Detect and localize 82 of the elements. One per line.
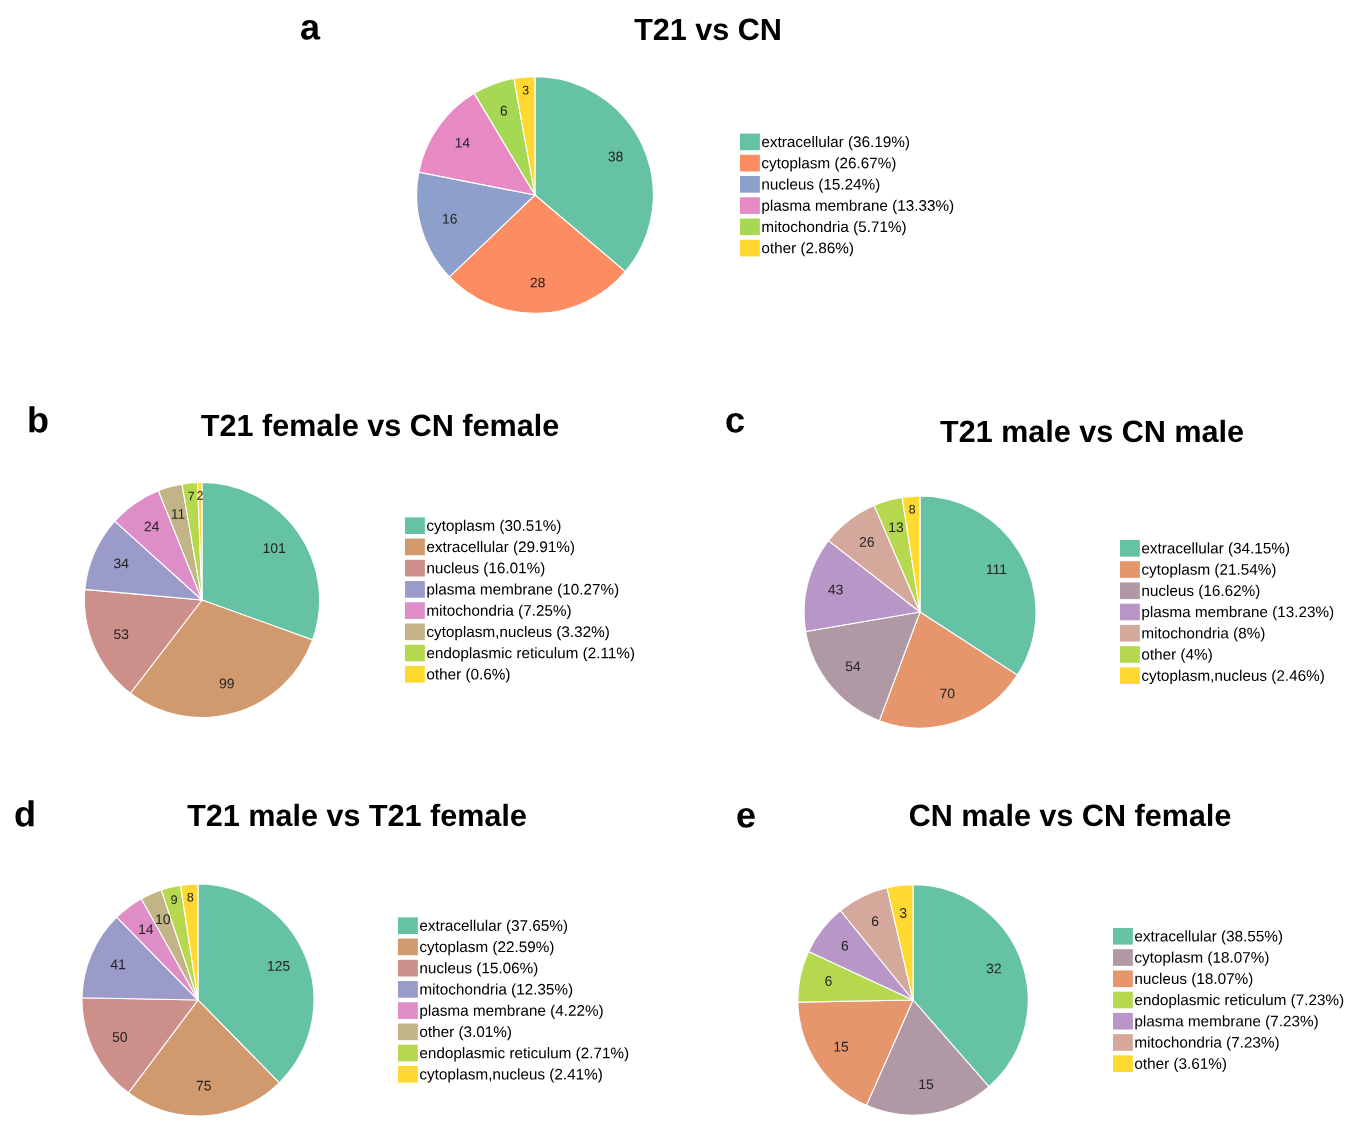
legend-label: cytoplasm (21.54%) [1142,563,1276,578]
legend-label: extracellular (29.91%) [427,540,575,556]
data-label: 8 [187,892,194,902]
data-label: 10 [156,914,170,925]
text: c [726,412,744,433]
legend-label: nucleus (15.24%) [762,178,880,193]
data-label: 7 [188,491,195,501]
legend-label: mitochondria (12.35%) [420,983,573,998]
legend-label: mitochondria (7.23%) [1135,1036,1279,1051]
legend-label: other (2.86%) [762,242,853,257]
legend-label: endoplasmic reticulum (2.11%) [427,647,635,662]
legend-label: mitochondria (5.71%) [762,220,906,236]
data-label: 14 [455,137,470,148]
legend-label: plasma membrane (13.23%) [1142,606,1334,621]
data-label: 38 [608,151,623,162]
legend-label: endoplasmic reticulum (2.71%) [420,1047,629,1062]
data-label: 53 [114,629,129,640]
data-label: 8 [909,504,916,514]
data-label: 99 [219,678,234,689]
legend-label: plasma membrane (13.33%) [762,199,954,214]
legend-label: other (3.61%) [1135,1057,1226,1072]
data-label: 6 [871,916,879,927]
chart-title: T21 male vs CN male [940,419,1243,443]
data-label: 125 [268,960,290,971]
legend-label: extracellular (36.19%) [762,135,910,151]
text: d [15,800,34,827]
legend-label: plasma membrane (4.22%) [420,1004,603,1019]
data-label: 15 [919,1079,934,1090]
data-label: 32 [986,963,1001,974]
data-label: 41 [110,959,126,970]
data-label: 28 [530,277,545,288]
legend-label: plasma membrane (7.23%) [1135,1015,1318,1030]
chart-title: T21 female vs CN female [201,413,559,437]
data-label: 6 [841,940,849,951]
data-label: 101 [263,543,286,554]
legend-label: plasma membrane (10.27%) [427,583,619,598]
legend-label: other (0.6%) [427,668,510,683]
data-label: 9 [171,895,177,905]
legend-label: extracellular (37.65%) [420,919,568,934]
text: b [29,406,48,433]
data-label: 14 [139,924,154,934]
legend-label: mitochondria (8%) [1142,627,1265,642]
data-label: 111 [986,564,1007,575]
data-label: 2 [197,491,203,500]
data-label: 54 [845,661,861,672]
data-label: 3 [899,908,907,918]
data-label: 16 [443,213,457,224]
legend-label: nucleus (18.07%) [1135,972,1253,988]
data-label: 3 [522,85,529,95]
legend-label: cytoplasm,nucleus (2.46%) [1142,669,1324,684]
data-label: 26 [859,537,874,547]
legend-label: nucleus (16.01%) [427,562,545,577]
text: e [737,807,755,828]
text: a [301,19,321,40]
data-label: 70 [940,688,955,699]
data-label: 6 [825,976,832,986]
chart-title: T21 vs CN [634,18,780,41]
chart-title: CN male vs CN female [909,803,1231,827]
legend-label: other (3.01%) [420,1025,511,1041]
data-label: 6 [500,105,508,116]
data-label: 24 [144,521,159,532]
legend-label: nucleus (15.06%) [420,962,538,977]
data-label: 13 [889,522,904,533]
chart-title: T21 male vs T21 female [187,803,526,827]
data-label: 43 [828,584,843,595]
legend-label: cytoplasm (18.07%) [1135,951,1269,966]
data-label: 75 [196,1080,211,1091]
legend-label: cytoplasm (30.51%) [427,519,561,534]
data-label: 15 [834,1041,849,1052]
legend-label: extracellular (34.15%) [1142,542,1290,557]
legend-label: cytoplasm (26.67%) [762,157,896,172]
data-label: 50 [112,1032,127,1042]
legend-label: other (4%) [1142,648,1212,663]
legend-label: nucleus (16.62%) [1142,584,1260,600]
data-label: 34 [114,558,129,569]
data-label: 11 [171,509,185,519]
legend-label: mitochondria (7.25%) [427,604,571,619]
legend-label: cytoplasm,nucleus (3.32%) [427,625,609,641]
legend-label: extracellular (38.55%) [1135,930,1283,945]
legend-label: cytoplasm (22.59%) [420,940,554,956]
legend-label: cytoplasm,nucleus (2.41%) [420,1068,602,1083]
legend-label: endoplasmic reticulum (7.23%) [1135,994,1344,1009]
